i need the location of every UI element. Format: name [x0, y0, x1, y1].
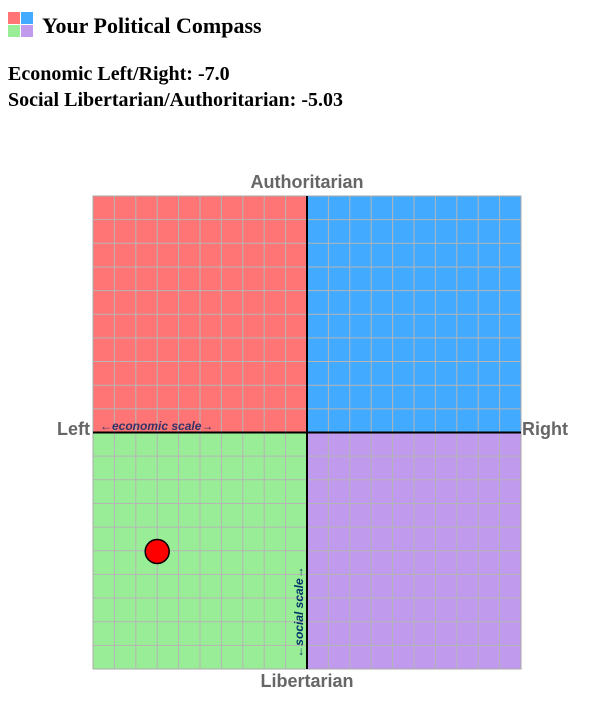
economic-readout: Economic Left/Right: -7.0 — [8, 63, 230, 85]
economic-scale-label: ←economic scale→ — [100, 419, 213, 433]
readout-value: -7.0 — [198, 63, 230, 85]
social-scale-label: ←social scale→ — [292, 566, 306, 657]
social-readout: Social Libertarian/Authoritarian: -5.03 — [8, 89, 343, 111]
title: Your Political Compass — [42, 13, 262, 38]
axis-label-right: Right — [522, 419, 568, 439]
axis-label-left: Left — [57, 419, 90, 439]
axis-label-top: Authoritarian — [250, 172, 363, 192]
readout-label: Economic Left/Right: — [8, 63, 193, 85]
readout-label: Social Libertarian/Authoritarian: — [8, 89, 296, 111]
point — [144, 538, 170, 565]
readout-value: -5.03 — [301, 89, 343, 111]
logo-icon — [8, 12, 33, 37]
axis-label-bottom: Libertarian — [260, 671, 353, 691]
compass — [92, 195, 522, 670]
